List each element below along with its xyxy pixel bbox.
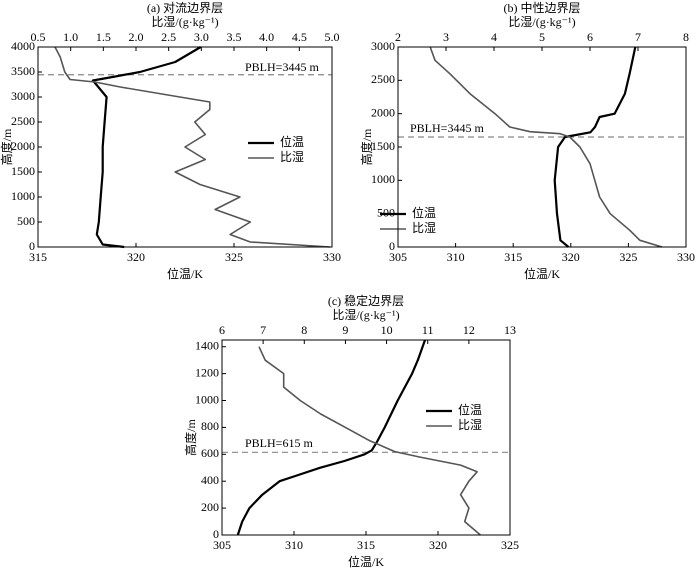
y-tick-label: 2000 [371,105,395,119]
legend-label: 位温 [280,134,304,149]
profile-line [54,46,331,248]
x-axis-label: 位温/K [167,266,203,281]
profile-line [236,339,427,536]
profile-line [258,346,481,536]
y-tick-label: 3500 [11,64,35,78]
x-tick-label: 325 [225,250,243,264]
x-tick-label: 305 [389,250,407,264]
x2-tick-label: 9 [342,323,348,337]
y-tick-label: 3000 [371,39,395,53]
legend-label: 位温 [458,402,482,417]
legend-label: 比湿 [458,417,482,432]
x2-tick-label: 3.5 [227,30,242,44]
x-tick-label: 325 [501,538,519,552]
y-tick-label: 500 [17,214,35,228]
y-tick-label: 1000 [371,172,395,186]
x-axis-label: 位温/K [524,266,560,281]
x-axis-label: 位温/K [348,554,384,569]
x2-tick-label: 4.0 [259,30,274,44]
y-tick-label: 1200 [195,365,219,379]
profile-line [553,46,637,248]
legend-label: 比湿 [412,220,436,235]
x-tick-label: 310 [447,250,465,264]
x-tick-label: 320 [562,250,580,264]
x-tick-label: 330 [677,250,695,264]
x2-tick-label: 5 [539,30,545,44]
pblh-annotation: PBLH=3445 m [245,60,319,74]
y-tick-label: 0 [29,239,35,253]
pblh-annotation: PBLH=3445 m [410,121,484,135]
y-tick-label: 1000 [11,189,35,203]
y-tick-label: 1000 [195,392,219,406]
x2-tick-label: 1.0 [63,30,78,44]
x-tick-label: 310 [285,538,303,552]
y-axis-label: 高度/m [359,128,374,165]
x-tick-label: 315 [357,538,375,552]
x-tick-label: 305 [213,538,231,552]
y-tick-label: 1500 [371,139,395,153]
y-axis-label: 高度/m [183,419,198,456]
x2-tick-label: 7 [635,30,641,44]
x2-tick-label: 11 [422,323,434,337]
x2-tick-label: 4 [491,30,497,44]
profile-line [91,46,202,249]
plot-frame [397,46,687,248]
y-tick-label: 4000 [11,39,35,53]
y-tick-label: 0 [213,527,219,541]
x-tick-label: 325 [619,250,637,264]
plot-frame [37,46,333,248]
x2-tick-label: 12 [463,323,475,337]
legend-label: 比湿 [280,149,304,164]
x2-tick-label: 4.5 [292,30,307,44]
y-tick-label: 2000 [11,139,35,153]
x2-tick-label: 2.5 [161,30,176,44]
x2-axis-label: 比湿/(g·kg⁻¹) [151,14,218,29]
x2-tick-label: 3 [443,30,449,44]
x2-tick-label: 7 [260,323,266,337]
y-tick-label: 400 [201,473,219,487]
x-tick-label: 320 [127,250,145,264]
x2-tick-label: 13 [504,323,516,337]
x2-axis-label: 比湿/(g·kg⁻¹) [332,307,399,322]
plot-frame [221,339,511,536]
profile-line [429,46,663,248]
x2-tick-label: 6 [587,30,593,44]
y-tick-label: 600 [201,446,219,460]
x2-tick-label: 8 [683,30,689,44]
y-tick-label: 2500 [11,114,35,128]
x-tick-label: 330 [323,250,341,264]
x2-tick-label: 1.5 [96,30,111,44]
panel-title: (a) 对流边界层 [147,1,223,15]
x2-tick-label: 8 [301,323,307,337]
x2-tick-label: 2 [395,30,401,44]
x2-tick-label: 0.5 [31,30,46,44]
y-tick-label: 2500 [371,72,395,86]
y-tick-label: 1400 [195,338,219,352]
y-tick-label: 1500 [11,164,35,178]
panel-title: (b) 中性边界层 [504,0,581,15]
y-tick-label: 0 [389,239,395,253]
x2-tick-label: 6 [219,323,225,337]
panel-title: (c) 稳定边界层 [328,293,404,308]
x2-axis-label: 比湿/(g·kg⁻¹) [508,14,575,29]
x2-tick-label: 10 [381,323,393,337]
x-tick-label: 315 [504,250,522,264]
x-tick-label: 315 [29,250,47,264]
x2-tick-label: 2.0 [129,30,144,44]
y-tick-label: 200 [201,500,219,514]
x2-tick-label: 3.0 [194,30,209,44]
y-tick-label: 500 [377,205,395,219]
y-tick-label: 800 [201,419,219,433]
y-tick-label: 3000 [11,89,35,103]
legend-label: 位温 [412,205,436,220]
x-tick-label: 320 [429,538,447,552]
y-axis-label: 高度/m [0,128,14,165]
pblh-annotation: PBLH=615 m [245,436,313,450]
x2-tick-label: 5.0 [325,30,340,44]
